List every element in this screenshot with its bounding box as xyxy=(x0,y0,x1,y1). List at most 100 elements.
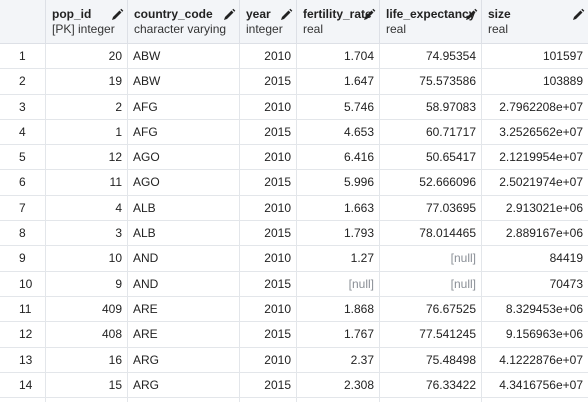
table-row[interactable]: 6 11 AGO 2015 5.996 52.666096 2.5021974e+07 xyxy=(0,170,588,196)
cell-life-expectancy[interactable]: 52.666096 xyxy=(380,170,482,195)
column-header-year[interactable]: year integer xyxy=(240,0,297,44)
cell-country-code[interactable]: ARM xyxy=(128,398,240,402)
column-header-life-expectancy[interactable]: life_expectancy real xyxy=(380,0,482,44)
cell-country-code[interactable]: AGO xyxy=(128,145,240,170)
cell-life-expectancy[interactable]: 78.014465 xyxy=(380,221,482,246)
row-number[interactable]: 7 xyxy=(0,195,46,221)
cell-fertility-rate[interactable]: 1.663 xyxy=(297,195,380,221)
cell-fertility-rate[interactable]: 2.37 xyxy=(297,347,380,372)
cell-country-code[interactable]: ARG xyxy=(128,372,240,398)
cell-life-expectancy[interactable]: 76.33422 xyxy=(380,372,482,398)
cell-pop-id[interactable]: 11 xyxy=(46,170,128,195)
cell-size[interactable]: 2.1219954e+07 xyxy=(499,150,583,165)
cell-country-code[interactable]: ABW xyxy=(128,69,240,94)
cell-size[interactable]: 103889 xyxy=(542,74,583,89)
cell-life-expectancy[interactable]: 77.541245 xyxy=(380,322,482,347)
cell-year[interactable]: 2010 xyxy=(240,94,297,119)
cell-year[interactable]: 2010 xyxy=(240,398,297,402)
cell-pop-id[interactable]: 15 xyxy=(46,372,128,398)
table-row[interactable]: 3 2 AFG 2010 5.746 58.97083 2.7962208e+07 xyxy=(0,94,588,120)
cell-year[interactable]: 2015 xyxy=(240,372,297,398)
cell-fertility-rate[interactable]: 4.653 xyxy=(297,119,380,145)
cell-fertility-rate[interactable]: 6.416 xyxy=(297,145,380,170)
cell-pop-id[interactable]: 4 xyxy=(46,195,128,221)
table-row[interactable]: 5 12 AGO 2010 6.416 50.65417 2.1219954e+07 xyxy=(0,145,588,171)
cell-year[interactable]: 2015 xyxy=(240,322,297,347)
cell-country-code[interactable]: ABW xyxy=(128,44,240,69)
table-row[interactable]: 1518ARM20101.64074.206242.963496e+06 xyxy=(0,398,588,402)
cell-year[interactable]: 2010 xyxy=(240,296,297,322)
table-row[interactable]: 10 9 AND 2015 [null] [null] 70473 xyxy=(0,271,588,297)
cell-year[interactable]: 2010 xyxy=(240,347,297,372)
row-number[interactable]: 8 xyxy=(0,221,46,246)
cell-year[interactable]: 2015 xyxy=(240,170,297,195)
cell-country-code[interactable]: ALB xyxy=(128,195,240,221)
cell-country-code[interactable]: ALB xyxy=(128,221,240,246)
cell-fertility-rate[interactable]: 1.793 xyxy=(297,221,380,246)
cell-size[interactable]: 2.913021e+06 xyxy=(505,200,583,215)
row-number[interactable]: 14 xyxy=(0,372,46,398)
cell-life-expectancy[interactable]: 75.48498 xyxy=(380,347,482,372)
cell-pop-id[interactable]: 1 xyxy=(46,119,128,145)
row-number[interactable]: 4 xyxy=(0,119,46,145)
cell-fertility-rate[interactable]: 1.27 xyxy=(297,246,380,271)
cell-life-expectancy[interactable]: 76.67525 xyxy=(380,296,482,322)
table-row[interactable]: 14 15 ARG 2015 2.308 76.33422 4.3416756e+07 xyxy=(0,372,588,399)
pencil-icon[interactable] xyxy=(362,8,376,22)
cell-size[interactable]: 8.329453e+06 xyxy=(505,301,583,316)
cell-country-code[interactable]: ARG xyxy=(128,347,240,372)
pencil-icon[interactable] xyxy=(110,8,124,22)
table-row[interactable]: 11 409 ARE 2010 1.868 76.67525 8.329453e+06 xyxy=(0,296,588,323)
cell-fertility-rate[interactable]: 5.996 xyxy=(297,170,380,195)
table-row[interactable]: 7 4 ALB 2010 1.663 77.03695 2.913021e+06 xyxy=(0,195,588,222)
cell-fertility-rate[interactable]: 5.746 xyxy=(297,94,380,119)
cell-country-code[interactable]: AND xyxy=(128,271,240,296)
cell-size[interactable]: 3.2526562e+07 xyxy=(499,124,583,139)
cell-year[interactable]: 2015 xyxy=(240,271,297,296)
cell-life-expectancy[interactable]: 58.97083 xyxy=(380,94,482,119)
column-header-fertility-rate[interactable]: fertility_rate real xyxy=(297,0,380,44)
cell-year[interactable]: 2010 xyxy=(240,195,297,221)
cell-pop-id[interactable]: 409 xyxy=(46,296,128,322)
cell-size[interactable]: 4.3416756e+07 xyxy=(499,377,583,392)
cell-size[interactable]: 101597 xyxy=(542,49,583,63)
cell-pop-id[interactable]: 9 xyxy=(46,271,128,296)
table-row[interactable]: 9 10 AND 2010 1.27 [null] 84419 xyxy=(0,246,588,272)
row-number[interactable]: 13 xyxy=(0,347,46,372)
pencil-icon[interactable] xyxy=(279,8,293,22)
cell-life-expectancy[interactable]: 74.20624 xyxy=(380,398,482,402)
cell-pop-id[interactable]: 19 xyxy=(46,69,128,94)
cell-fertility-rate[interactable]: 1.704 xyxy=(297,44,380,69)
cell-life-expectancy[interactable]: 75.573586 xyxy=(380,69,482,94)
table-row[interactable]: 8 3 ALB 2015 1.793 78.014465 2.889167e+06 xyxy=(0,221,588,247)
cell-size[interactable]: 84419 xyxy=(549,251,583,266)
row-number[interactable]: 1 xyxy=(0,44,46,69)
cell-pop-id[interactable]: 18 xyxy=(46,398,128,402)
cell-pop-id[interactable]: 10 xyxy=(46,246,128,271)
cell-country-code[interactable]: AND xyxy=(128,246,240,271)
table-row[interactable]: 2 19 ABW 2015 1.647 75.573586 103889 xyxy=(0,69,588,95)
table-row[interactable]: 12 408 ARE 2015 1.767 77.541245 9.156963e+06 xyxy=(0,322,588,348)
cell-size[interactable]: 2.7962208e+07 xyxy=(499,99,583,114)
cell-fertility-rate[interactable]: [null] xyxy=(297,271,380,296)
row-number[interactable]: 2 xyxy=(0,69,46,94)
column-header-pop-id[interactable]: pop_id [PK] integer xyxy=(46,0,128,44)
cell-country-code[interactable]: ARE xyxy=(128,296,240,322)
cell-fertility-rate[interactable]: 1.640 xyxy=(297,398,380,402)
row-number-header[interactable] xyxy=(0,0,46,44)
cell-life-expectancy[interactable]: 74.95354 xyxy=(380,44,482,69)
pencil-icon[interactable] xyxy=(464,8,478,22)
cell-life-expectancy[interactable]: 50.65417 xyxy=(380,145,482,170)
table-row[interactable]: 1 20 ABW 2010 1.704 74.95354 101597 xyxy=(0,44,588,70)
column-header-size[interactable]: size real xyxy=(482,0,588,44)
table-row[interactable]: 13 16 ARG 2010 2.37 75.48498 4.1222876e+07 xyxy=(0,347,588,373)
row-number[interactable]: 6 xyxy=(0,170,46,195)
cell-country-code[interactable]: AFG xyxy=(128,94,240,119)
cell-fertility-rate[interactable]: 1.868 xyxy=(297,296,380,322)
cell-year[interactable]: 2010 xyxy=(240,145,297,170)
column-header-country-code[interactable]: country_code character varying xyxy=(128,0,240,44)
cell-life-expectancy[interactable]: 60.71717 xyxy=(380,119,482,145)
cell-country-code[interactable]: AGO xyxy=(128,170,240,195)
cell-year[interactable]: 2010 xyxy=(240,246,297,271)
cell-fertility-rate[interactable]: 1.767 xyxy=(297,322,380,347)
